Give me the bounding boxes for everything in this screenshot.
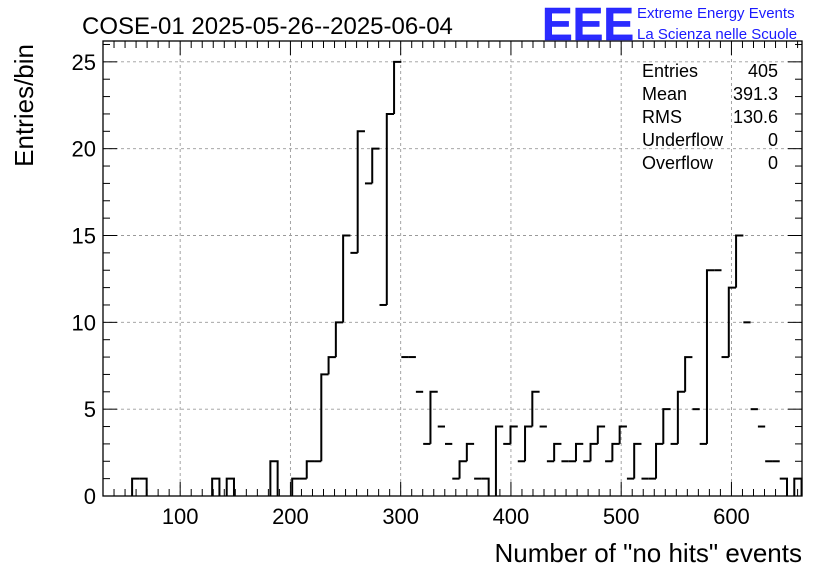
axis-tick-labels: 100 200 300 400 500 600 0 5 10 15 20 25 — [72, 50, 750, 529]
eee-logo-line1: Extreme Energy Events — [637, 5, 795, 22]
y-axis-label: Entries/bin — [9, 44, 39, 167]
histogram-bin — [633, 442, 642, 479]
histogram-bin — [393, 60, 402, 114]
histogram-bin — [596, 425, 606, 444]
histogram-bin — [334, 321, 344, 358]
x-tick-label: 300 — [382, 504, 419, 529]
histogram-bin — [139, 477, 148, 496]
histogram-bin — [342, 234, 351, 323]
histogram-bin — [727, 286, 737, 358]
stats-label: Entries — [642, 61, 698, 81]
histogram-bin — [211, 477, 221, 496]
stats-box: Entries 405 Mean 391.3 RMS 130.6 Underflow 0 Ove… — [642, 61, 778, 173]
stats-label: Overflow — [642, 153, 714, 173]
histogram-bin — [269, 460, 279, 496]
histogram-bin — [611, 442, 620, 462]
y-tick-label: 20 — [72, 137, 96, 162]
plot-frame — [102, 40, 803, 497]
x-tick-label: 100 — [162, 504, 199, 529]
histogram-bin — [735, 234, 744, 288]
x-tick-label: 200 — [272, 504, 309, 529]
histogram-bin — [676, 390, 686, 444]
histogram-bin — [509, 425, 518, 444]
eee-logo-line2: La Scienza nelle Scuole — [637, 26, 797, 43]
x-tick-label: 400 — [493, 504, 530, 529]
histogram-bin — [684, 356, 693, 392]
histogram-bin — [458, 460, 467, 479]
histogram-bin — [385, 112, 395, 305]
x-tick-label: 600 — [713, 504, 750, 529]
histogram-bin — [618, 425, 627, 444]
histogram-bin — [356, 130, 365, 253]
histogram-bin — [305, 460, 315, 479]
histogram-bin — [371, 147, 380, 184]
histogram-bin — [524, 425, 533, 462]
histogram-bin — [327, 356, 336, 375]
histogram-bin — [779, 477, 789, 496]
grid-lines — [103, 41, 802, 496]
y-tick-label: 15 — [72, 224, 96, 249]
y-tick-label: 25 — [72, 50, 96, 75]
histogram-bin — [429, 390, 438, 444]
x-tick-label: 500 — [603, 504, 640, 529]
histogram-bin — [320, 373, 329, 462]
axes — [102, 40, 803, 497]
axis-ticks — [103, 41, 802, 497]
eee-logo: EEE Extreme Energy Events La Scienza nel… — [542, 0, 797, 50]
stats-label: RMS — [642, 107, 682, 127]
stats-value: 0 — [768, 130, 778, 150]
y-tick-label: 5 — [84, 397, 96, 422]
stats-value: 0 — [768, 153, 778, 173]
stats-label: Underflow — [642, 130, 724, 150]
histogram-bin — [589, 442, 598, 462]
stats-value: 130.6 — [733, 107, 778, 127]
eee-logo-letters: EEE — [542, 0, 634, 50]
histogram-bin — [465, 442, 475, 462]
histogram-bin — [131, 477, 140, 496]
histogram-bin — [574, 442, 584, 462]
stats-value: 405 — [748, 61, 778, 81]
histogram-bins — [131, 60, 803, 496]
histogram-bin — [291, 477, 300, 496]
y-tick-label: 10 — [72, 310, 96, 335]
stats-value: 391.3 — [733, 84, 778, 104]
x-axis-label: Number of "no hits" events — [495, 538, 803, 568]
chart-title: COSE-01 2025-05-26--2025-06-04 — [82, 13, 453, 40]
histogram-bin — [553, 442, 562, 462]
histogram-bin — [655, 442, 664, 479]
stats-label: Mean — [642, 84, 687, 104]
histogram-bin — [705, 269, 715, 444]
histogram-bin — [494, 425, 504, 496]
histogram-bin — [481, 477, 490, 496]
histogram-bin — [531, 390, 540, 427]
histogram-bin — [662, 408, 671, 444]
y-tick-label: 0 — [84, 484, 96, 509]
histogram-bin — [225, 477, 235, 496]
